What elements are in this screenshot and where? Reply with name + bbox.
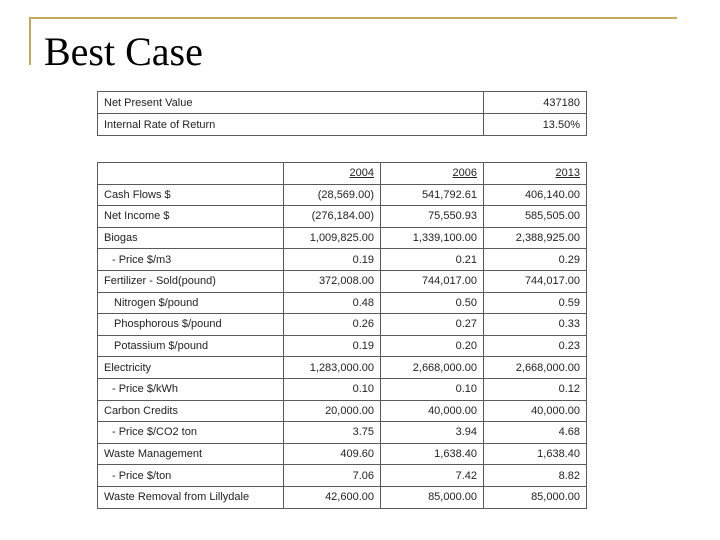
header-row: 2004 2006 2013: [97, 162, 587, 185]
row-value: 8.82: [483, 464, 587, 487]
row-value: 40,000.00: [483, 399, 587, 423]
table-row: Phosphorous $/pound 0.26 0.27 0.33: [97, 313, 587, 336]
row-value: 406,140.00: [483, 183, 587, 207]
row-value: 437180: [483, 91, 587, 114]
table-row: Electricity 1,283,000.00 2,668,000.00 2,668…: [97, 356, 587, 379]
row-value: 372,008.00: [283, 269, 381, 293]
row-label: Net Present Value: [97, 91, 484, 114]
row-value: 0.10: [380, 377, 484, 401]
row-value: (276,184.00): [283, 205, 381, 228]
row-label: Net Income $: [97, 205, 284, 228]
row-label: - Price $/m3: [97, 248, 284, 271]
table-row: - Price $/ton 7.06 7.42 8.82: [97, 464, 587, 487]
row-value: 0.29: [483, 248, 587, 271]
table-row: Waste Management 409.60 1,638.40 1,638.40: [97, 442, 587, 466]
table-row: Net Present Value 437180: [97, 91, 587, 114]
year-header: 2006: [380, 162, 484, 185]
row-label: Electricity: [97, 356, 284, 379]
row-value: 0.26: [283, 313, 381, 336]
row-value: 0.20: [380, 334, 484, 358]
row-value: 7.42: [380, 464, 484, 487]
row-value: 0.19: [283, 248, 381, 271]
row-label: Biogas: [97, 226, 284, 250]
table-row: Net Income $ (276,184.00) 75,550.93 585,505…: [97, 205, 587, 228]
row-value: 541,792.61: [380, 183, 484, 207]
table-row: - Price $/kWh 0.10 0.10 0.12: [97, 377, 587, 401]
row-value: 2,668,000.00: [483, 356, 587, 379]
table-row: - Price $/CO2 ton 3.75 3.94 4.68: [97, 421, 587, 444]
table-row: Fertilizer - Sold(pound) 372,008.00 744,01…: [97, 269, 587, 293]
row-value: 0.12: [483, 377, 587, 401]
row-label: Phosphorous $/pound: [97, 313, 284, 336]
row-value: 0.23: [483, 334, 587, 358]
row-value: 4.68: [483, 421, 587, 444]
header-empty-cell: [97, 162, 284, 185]
table-row: Cash Flows $ (28,569.00) 541,792.61 406,140…: [97, 183, 587, 207]
table-row: - Price $/m3 0.19 0.21 0.29: [97, 248, 587, 271]
row-value: 75,550.93: [380, 205, 484, 228]
row-value: 85,000.00: [483, 485, 587, 509]
row-value: 409.60: [283, 442, 381, 466]
row-value: 1,009,825.00: [283, 226, 381, 250]
row-value: 2,388,925.00: [483, 226, 587, 250]
row-value: 0.10: [283, 377, 381, 401]
accent-line-vertical: [29, 17, 31, 65]
summary-table: Net Present Value 437180 Internal Rate o…: [97, 91, 587, 136]
row-value: 0.33: [483, 313, 587, 336]
row-value: 1,339,100.00: [380, 226, 484, 250]
year-header: 2004: [283, 162, 381, 185]
row-value: 2,668,000.00: [380, 356, 484, 379]
row-value: 1,638.40: [380, 442, 484, 466]
row-label: Waste Management: [97, 442, 284, 466]
row-value: 20,000.00: [283, 399, 381, 423]
table-row: Internal Rate of Return 13.50%: [97, 113, 587, 136]
row-value: 585,505.00: [483, 205, 587, 228]
slide-title: Best Case: [44, 29, 203, 74]
row-value: 1,638.40: [483, 442, 587, 466]
row-label: Carbon Credits: [97, 399, 284, 423]
table-row: Carbon Credits 20,000.00 40,000.00 40,000.0…: [97, 399, 587, 423]
row-label: - Price $/ton: [97, 464, 284, 487]
row-value: 0.19: [283, 334, 381, 358]
row-value: 0.48: [283, 291, 381, 315]
row-value: 13.50%: [483, 113, 587, 136]
row-label: - Price $/CO2 ton: [97, 421, 284, 444]
row-value: 0.21: [380, 248, 484, 271]
row-value: 85,000.00: [380, 485, 484, 509]
row-label: Potassium $/pound: [97, 334, 284, 358]
row-value: 0.27: [380, 313, 484, 336]
row-value: 7.06: [283, 464, 381, 487]
row-value: 40,000.00: [380, 399, 484, 423]
row-label: - Price $/kWh: [97, 377, 284, 401]
row-value: 1,283,000.00: [283, 356, 381, 379]
row-value: 3.75: [283, 421, 381, 444]
row-value: 3.94: [380, 421, 484, 444]
table-row: Potassium $/pound 0.19 0.20 0.23: [97, 334, 587, 358]
row-value: 0.50: [380, 291, 484, 315]
row-label: Cash Flows $: [97, 183, 284, 207]
row-label: Fertilizer - Sold(pound): [97, 269, 284, 293]
financial-table: 2004 2006 2013 Cash Flows $ (28,569.00) 54…: [97, 162, 587, 509]
row-value: 42,600.00: [283, 485, 381, 509]
row-label: Internal Rate of Return: [97, 113, 484, 136]
table-row: Waste Removal from Lillydale 42,600.00 85,…: [97, 485, 587, 509]
year-header: 2013: [483, 162, 587, 185]
row-value: 744,017.00: [483, 269, 587, 293]
row-value: (28,569.00): [283, 183, 381, 207]
table-row: Nitrogen $/pound 0.48 0.50 0.59: [97, 291, 587, 315]
row-label: Waste Removal from Lillydale: [97, 485, 284, 509]
row-value: 744,017.00: [380, 269, 484, 293]
table-row: Biogas 1,009,825.00 1,339,100.00 2,388,925.…: [97, 226, 587, 250]
accent-line-horizontal: [29, 17, 677, 19]
row-label: Nitrogen $/pound: [97, 291, 284, 315]
row-value: 0.59: [483, 291, 587, 315]
